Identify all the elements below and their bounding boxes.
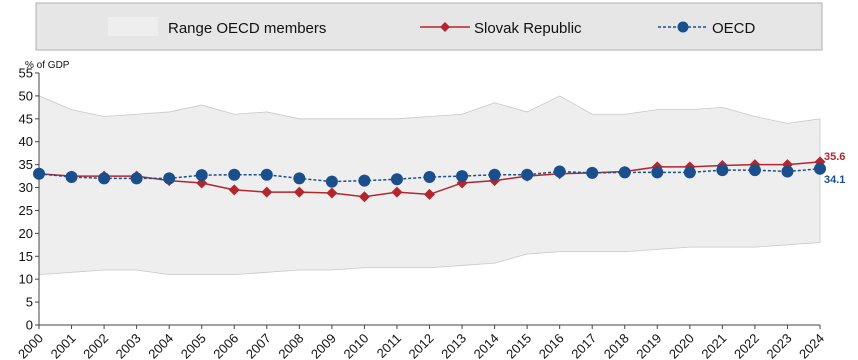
range-band [38,95,821,276]
x-tick-label: 2003 [113,331,144,360]
y-tick-label: 45 [19,111,33,126]
y-axis-unit: % of GDP [25,60,70,71]
legend-range-label: Range OECD members [168,20,326,37]
series-point-oecd [163,172,176,185]
x-tick-label: 2016 [536,331,567,360]
x-tick-label: 2024 [796,331,827,360]
series-point-oecd [651,166,664,179]
legend-slovak-marker [440,22,450,32]
x-tick-label: 2020 [666,331,697,360]
series-point-oecd [521,168,534,181]
series-point-oecd [260,168,273,181]
series-point-oecd [65,171,78,184]
y-tick-label: 20 [19,226,33,241]
legend-slovak-label: Slovak Republic [474,20,582,37]
x-tick-label: 2001 [48,331,79,360]
series-point-slovak [424,188,435,200]
x-tick-label: 2008 [275,331,306,360]
x-tick-label: 2014 [471,331,502,360]
x-tick-label: 2007 [243,331,274,360]
series-point-oecd [98,172,111,185]
series-point-slovak [261,186,273,198]
y-tick-label: 55 [19,66,33,81]
series-point-oecd [423,171,436,184]
y-tick-label: 0 [26,318,33,333]
series-point-oecd [781,165,794,178]
x-tick-label: 2018 [601,331,632,360]
y-tick-label: 50 [19,88,33,103]
series-point-oecd [228,168,241,181]
series-point-slovak [293,186,305,198]
series-point-oecd [716,164,729,177]
x-tick-label: 2023 [764,331,795,360]
legend: Range OECD members Slovak Republic OECD [35,2,823,51]
x-tick-label: 2022 [731,331,762,360]
series-point-oecd [195,169,208,182]
x-tick-label: 2017 [568,331,599,360]
series-point-oecd [748,164,761,177]
y-tick-label: 15 [19,249,33,264]
series-point-oecd [553,165,566,178]
series-end-label: 34.1 [824,174,845,186]
y-tick-label: 30 [19,180,33,195]
x-tick-label: 2006 [210,331,241,360]
y-tick-label: 25 [19,203,33,218]
legend-range-swatch [108,17,158,36]
x-tick-label: 2011 [374,331,404,360]
x-tick-label: 2015 [503,331,534,360]
x-tick-label: 2010 [340,331,371,360]
y-tick-label: 35 [19,157,33,172]
x-tick-label: 2013 [438,331,469,360]
series-point-oecd [325,175,338,188]
x-tick-label: 2005 [178,331,209,360]
series-point-slovak [391,186,403,198]
series-point-oecd [814,162,826,175]
series-point-oecd [390,173,403,186]
series-point-slovak [358,191,370,203]
series-point-oecd [33,167,45,180]
x-tick-label: 2012 [406,331,437,360]
series-point-oecd [618,166,631,179]
x-tick-label: 2004 [145,331,176,360]
legend-oecd-label: OECD [712,20,756,37]
series-point-oecd [130,172,143,185]
y-tick-label: 10 [19,272,33,287]
x-tick-label: 2021 [698,331,729,360]
series-point-oecd [586,166,599,179]
series-end-label: 35.6 [824,151,845,163]
x-tick-label: 2002 [80,331,111,360]
series-point-slovak [228,184,240,196]
series-point-oecd [683,166,696,179]
series-point-oecd [358,174,371,187]
series-point-slovak [326,187,338,199]
x-tick-label: 2000 [15,331,46,360]
series-point-oecd [293,172,306,185]
series-point-oecd [456,170,469,183]
y-tick-label: 5 [26,295,33,310]
series-point-oecd [488,168,501,181]
x-tick-label: 2009 [308,331,339,360]
x-tick-label: 2019 [633,331,664,360]
y-tick-label: 40 [19,134,33,149]
legend-oecd-marker [677,21,689,33]
